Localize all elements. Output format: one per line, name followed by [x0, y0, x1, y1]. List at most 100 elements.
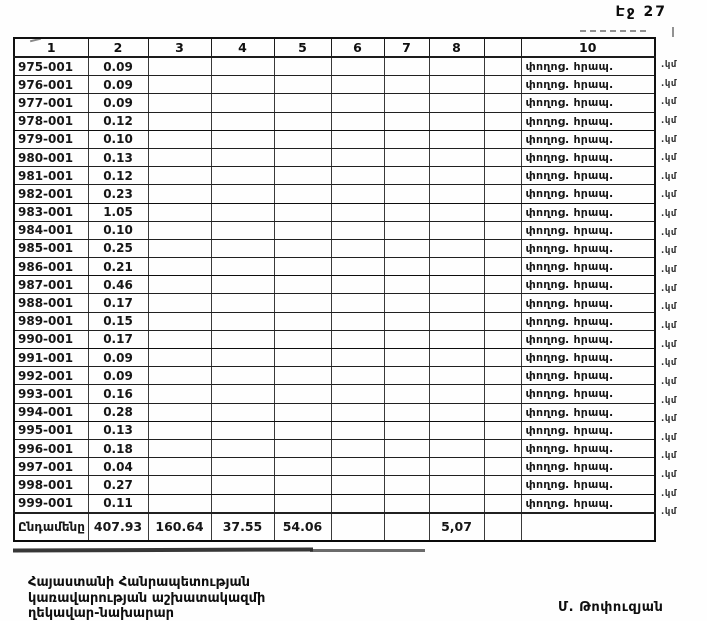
note-cell: փողոց. հրապ. [520, 129, 656, 149]
empty-cell [273, 493, 332, 514]
table-row: 979-001 0.10 փողոց. հրապ. [13, 129, 656, 149]
empty-cell [273, 184, 332, 204]
empty-cell [147, 438, 212, 459]
unit-annotation: .կմ [661, 190, 677, 201]
empty-cell [147, 384, 212, 404]
empty-cell [483, 384, 522, 404]
note-cell: փողոց. հրապ. [520, 384, 656, 404]
empty-cell [147, 366, 212, 386]
empty-cell [383, 347, 430, 368]
empty-cell [428, 147, 485, 168]
empty-cell [210, 147, 275, 168]
empty-cell [147, 93, 212, 113]
empty-cell [428, 384, 485, 404]
empty-cell [483, 493, 522, 514]
empty-cell [210, 184, 275, 204]
empty-cell [273, 166, 332, 186]
table-row: 983-001 1.05 փողոց. հրապ. [13, 202, 656, 222]
totals-cell: 54.06 [273, 511, 332, 542]
column-header: 5 [273, 37, 332, 58]
table-row: 988-001 0.17 փողոց. հրապ. [13, 293, 656, 313]
empty-cell [428, 347, 485, 368]
empty-cell [210, 293, 275, 313]
note-cell: փողոց. հրապ. [520, 475, 656, 495]
footer-line: ղեկավար-նախարար [28, 606, 175, 621]
value-cell: 0.21 [87, 257, 149, 277]
table-row: 984-001 0.10 փողոց. հրապ. [13, 220, 656, 240]
table-row: 991-001 0.09 փողոց. հրապ. [13, 347, 656, 368]
note-cell: փողոց. հրապ. [520, 493, 656, 514]
note-cell: փողոց. հրապ. [520, 75, 656, 95]
empty-cell [483, 184, 522, 204]
row-id-cell: 991-001 [13, 347, 89, 368]
empty-cell [383, 311, 430, 331]
column-header: 3 [147, 37, 212, 58]
value-cell: 0.23 [87, 184, 149, 204]
empty-cell [428, 111, 485, 131]
empty-cell [210, 438, 275, 459]
empty-cell [483, 238, 522, 259]
empty-cell [147, 220, 212, 240]
note-cell: փողոց. հրապ. [520, 293, 656, 313]
empty-cell [383, 420, 430, 440]
row-id-cell: 990-001 [13, 329, 89, 350]
empty-cell [273, 220, 332, 240]
value-cell: 0.16 [87, 384, 149, 404]
unit-annotation: .կմ [661, 115, 677, 126]
empty-cell [383, 457, 430, 477]
footer-line: Հայաստանի Հանրապետության [28, 575, 251, 590]
unit-annotation: .կմ [661, 395, 677, 406]
empty-cell [383, 166, 430, 186]
unit-annotation: .կմ [661, 60, 677, 70]
empty-cell [428, 220, 485, 240]
empty-cell [273, 457, 332, 477]
empty-cell [483, 420, 522, 440]
note-cell: փողոց. հրապ. [520, 93, 656, 113]
empty-cell [428, 93, 485, 113]
column-header: 1 [13, 37, 89, 58]
note-cell: փողոց. հրապ. [520, 329, 656, 350]
empty-cell [210, 420, 275, 440]
empty-cell [210, 475, 275, 495]
table-row: 993-001 0.16 փողոց. հրապ. [13, 384, 656, 404]
note-cell: փողոց. հրապ. [520, 457, 656, 477]
row-id-cell: 997-001 [13, 457, 89, 477]
empty-cell [428, 293, 485, 313]
empty-cell [330, 329, 385, 350]
row-id-cell: 977-001 [13, 93, 89, 113]
empty-cell [210, 257, 275, 277]
value-cell: 0.13 [87, 147, 149, 168]
empty-cell [428, 166, 485, 186]
value-cell: 0.25 [87, 238, 149, 259]
note-cell: փողոց. հրապ. [520, 366, 656, 386]
note-cell: փողոց. հրապ. [520, 56, 656, 77]
empty-cell [330, 56, 385, 77]
empty-cell [330, 366, 385, 386]
totals-cell [520, 511, 656, 542]
empty-cell [428, 402, 485, 422]
note-cell: փողոց. հրապ. [520, 402, 656, 422]
empty-cell [383, 293, 430, 313]
value-cell: 0.11 [87, 493, 149, 514]
empty-cell [273, 438, 332, 459]
empty-cell [330, 202, 385, 222]
table-row: 985-001 0.25 փողոց. հրապ. [13, 238, 656, 259]
empty-cell [483, 166, 522, 186]
row-id-cell: 975-001 [13, 56, 89, 77]
empty-cell [383, 220, 430, 240]
empty-cell [330, 384, 385, 404]
empty-cell [273, 366, 332, 386]
table-row: 980-001 0.13 փողոց. հրապ. [13, 147, 656, 168]
column-header: 2 [87, 37, 149, 58]
empty-cell [210, 166, 275, 186]
empty-cell [330, 166, 385, 186]
table-row: 992-001 0.09 փողոց. հրապ. [13, 366, 656, 386]
note-cell: փողոց. հրապ. [520, 220, 656, 240]
empty-cell [383, 438, 430, 459]
empty-cell [383, 402, 430, 422]
note-cell: փողոց. հրապ. [520, 311, 656, 331]
empty-cell [273, 238, 332, 259]
row-id-cell: 996-001 [13, 438, 89, 459]
value-cell: 0.09 [87, 347, 149, 368]
